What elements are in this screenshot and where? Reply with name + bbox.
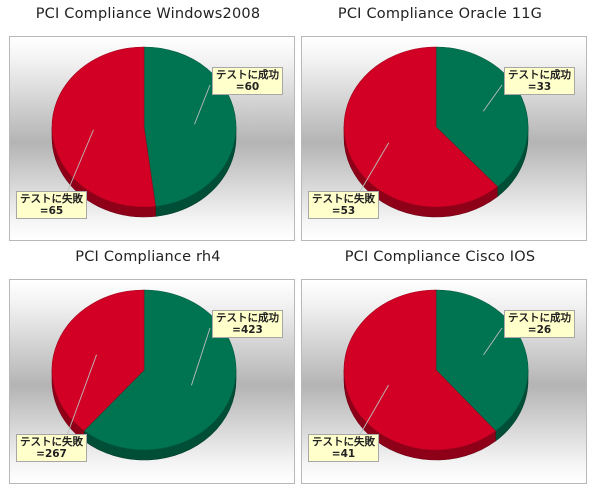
pie-slice-1 — [51, 46, 156, 208]
chart-panel-cisco-ios: PCI Compliance Cisco IOS テストに成功 =26 テストに… — [294, 245, 587, 490]
leader-line-1 — [357, 384, 389, 439]
leader-line-1 — [357, 142, 390, 196]
data-label-success: テストに成功 =60 — [212, 67, 283, 95]
leader-line-0 — [482, 84, 503, 112]
data-label-success: テストに成功 =33 — [504, 67, 575, 95]
data-label-failure: テストに失敗 =65 — [16, 191, 87, 219]
leader-line-0 — [194, 84, 211, 125]
chart-panel-windows2008: PCI Compliance Windows2008 テストに成功 =60 テス… — [2, 2, 295, 247]
pie-slice-0 — [83, 289, 237, 451]
chart-title: PCI Compliance Oracle 11G — [337, 6, 543, 22]
chart-plot-area: テストに成功 =60 テストに失敗 =65 — [9, 36, 295, 241]
pie-slice-1 — [343, 46, 498, 208]
pie-chart — [51, 289, 237, 461]
pie-slice-1 — [51, 289, 145, 432]
leader-line-0 — [191, 327, 211, 386]
chart-plot-area: テストに成功 =26 テストに失敗 =41 — [301, 279, 587, 484]
leader-line-0 — [483, 327, 503, 356]
data-label-failure: テストに失敗 =267 — [16, 434, 87, 462]
data-label-success: テストに成功 =423 — [212, 310, 283, 338]
chart-title: PCI Compliance Windows2008 — [35, 6, 261, 22]
chart-panel-oracle-11g: PCI Compliance Oracle 11G テストに成功 =33 テスト… — [294, 2, 587, 247]
chart-plot-area: テストに成功 =33 テストに失敗 =53 — [301, 36, 587, 241]
pie-slice-1 — [343, 289, 496, 451]
chart-plot-area: テストに成功 =423 テストに失敗 =267 — [9, 279, 295, 484]
data-label-failure: テストに失敗 =53 — [308, 191, 379, 219]
leader-line-1 — [65, 354, 97, 439]
chart-panel-rh4: PCI Compliance rh4 テストに成功 =423 テストに失敗 =2… — [2, 245, 295, 490]
leader-line-1 — [65, 129, 94, 196]
data-label-failure: テストに失敗 =41 — [308, 434, 379, 462]
data-label-success: テストに成功 =26 — [504, 310, 575, 338]
chart-title: PCI Compliance Cisco IOS — [344, 249, 536, 265]
chart-title: PCI Compliance rh4 — [75, 249, 221, 265]
